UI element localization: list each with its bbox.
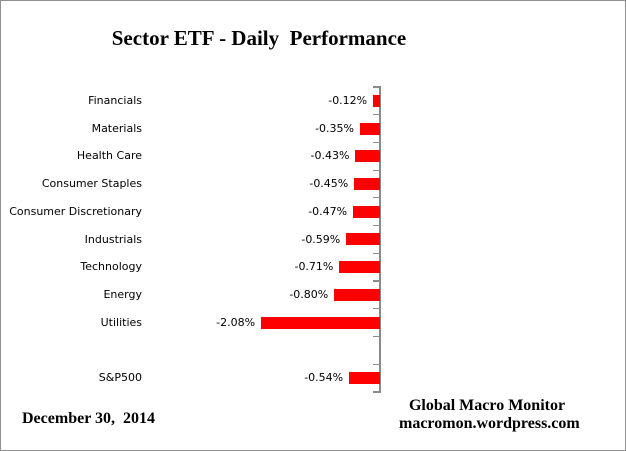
axis-tick: [373, 141, 381, 144]
axis-tick: [373, 225, 381, 227]
value-label: -0.80%: [289, 288, 329, 302]
axis-tick: [373, 335, 381, 338]
value-label: -0.43%: [310, 149, 350, 163]
category-label: S&P500: [98, 371, 142, 385]
axis-tick: [373, 308, 381, 310]
value-label: -0.71%: [294, 260, 334, 274]
value-label: -2.08%: [216, 315, 256, 329]
axis-tick: [373, 197, 381, 199]
axis-tick: [373, 169, 381, 171]
chart-title: Sector ETF - Daily Performance: [111, 26, 407, 50]
bar: [354, 178, 380, 191]
value-label: -0.59%: [301, 232, 341, 246]
axis-tick: [373, 391, 381, 393]
bar: [373, 94, 380, 107]
category-label: Utilities: [100, 315, 142, 329]
value-label: -0.12%: [328, 94, 368, 107]
category-label: Technology: [80, 260, 142, 274]
category-label: Health Care: [76, 149, 142, 163]
axis-tick: [373, 114, 381, 116]
bar: [349, 372, 380, 385]
bar: [261, 316, 380, 329]
bar: [334, 288, 380, 301]
axis-tick: [373, 280, 381, 282]
bar: [346, 233, 380, 246]
axis-tick: [373, 86, 381, 88]
value-label: -0.45%: [309, 177, 349, 191]
category-label: Materials: [91, 121, 142, 135]
attribution-url: macromon.wordpress.com: [399, 414, 580, 432]
category-label: Financials: [88, 94, 142, 107]
attribution-source: Global Macro Monitor: [408, 397, 566, 414]
category-label: Industrials: [84, 232, 142, 246]
footer-date: December 30, 2014: [22, 410, 155, 427]
bar: [355, 150, 380, 163]
bar: [339, 261, 380, 274]
bar: [359, 122, 380, 135]
value-label: -0.54%: [304, 371, 344, 385]
value-label: -0.35%: [315, 121, 354, 135]
axis-tick: [373, 363, 381, 365]
value-label: -0.47%: [308, 204, 348, 218]
category-label: Consumer Staples: [41, 177, 142, 191]
category-label: Energy: [103, 288, 142, 302]
category-label: Consumer Discretionary: [9, 204, 142, 218]
category-axis-line: [379, 87, 381, 392]
bar: [353, 205, 380, 218]
axis-tick: [373, 252, 381, 254]
attribution: Global Macro Monitor macromon.wordpress.…: [399, 397, 580, 432]
